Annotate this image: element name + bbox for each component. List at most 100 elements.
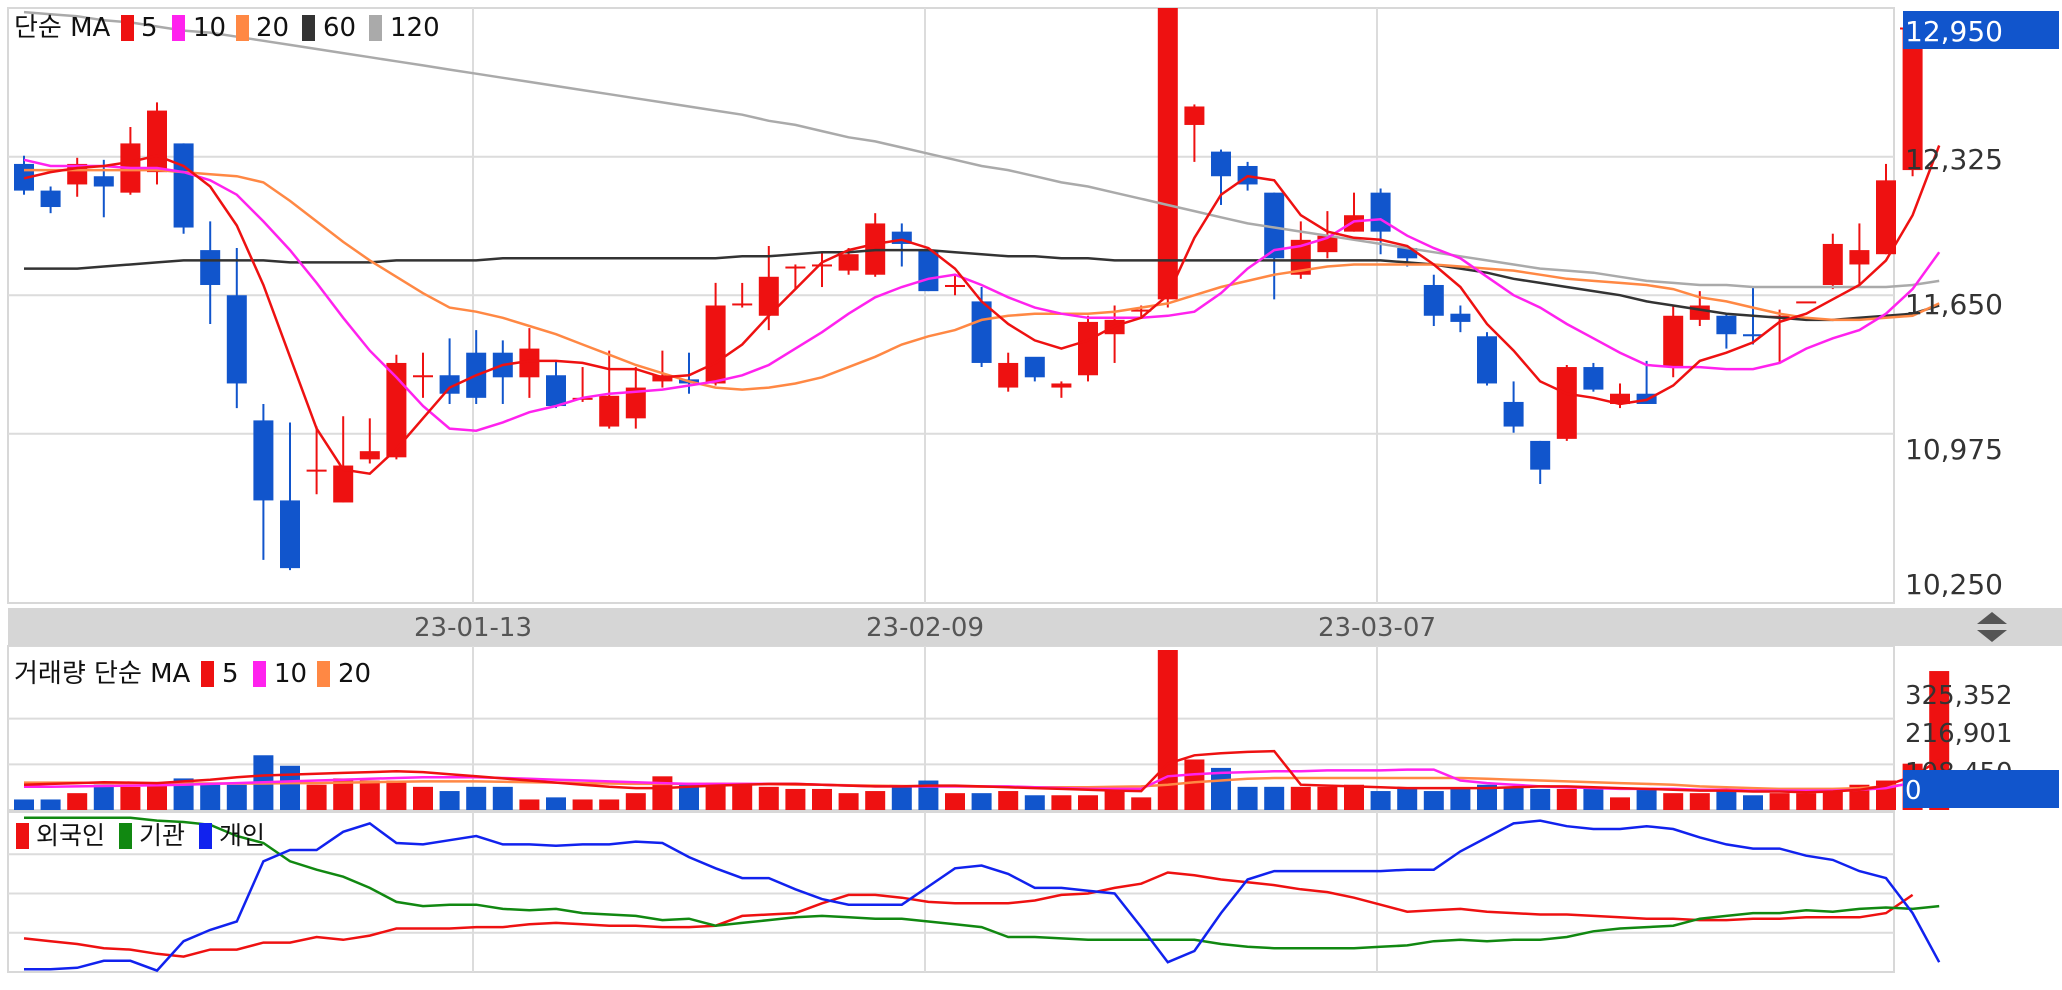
candle-body [838, 254, 859, 271]
resize-up-arrow-icon [1977, 612, 2007, 624]
panel-border [7, 811, 1895, 973]
candle-body [147, 110, 167, 173]
volume-bar [838, 793, 859, 810]
volume-bar [1636, 788, 1657, 810]
candle-body [306, 469, 327, 472]
volume-bar [1769, 793, 1790, 810]
volume-bar [1796, 793, 1817, 810]
volume-bar [67, 793, 88, 810]
investor-line [23, 871, 1914, 958]
candle-body [1849, 250, 1870, 265]
candle-body [519, 348, 540, 378]
volume-bar [280, 765, 300, 810]
volume-bar [1503, 786, 1524, 810]
volume-bar [413, 786, 433, 810]
candle-body [413, 375, 433, 378]
volume-bar [1317, 786, 1338, 810]
candles [14, 8, 1950, 571]
volume-bar [1610, 797, 1630, 810]
volume-bar [1078, 795, 1098, 810]
candle-body [280, 500, 300, 569]
volume-bar [1211, 767, 1231, 810]
ma-line-5 [23, 145, 1941, 476]
candle-body [1344, 215, 1364, 232]
candle-body [1796, 301, 1817, 304]
volume-legend-swatch-ma10 [253, 661, 266, 687]
price-ytick: 10,250 [1905, 568, 2003, 601]
price-legend-label: 단순 MA [14, 13, 111, 43]
candle-body [758, 276, 779, 316]
volume-bar [200, 784, 221, 810]
ma-line-10 [23, 158, 1941, 432]
volume-legend-swatch-ma20 [317, 661, 330, 687]
candle-body [971, 301, 992, 363]
legend-swatch-ma5 [121, 15, 134, 41]
candle-body [1051, 383, 1072, 388]
volume-ma-line-5 [23, 749, 1940, 794]
candle-body [1184, 106, 1205, 125]
price-y-axis: 12,950 12,325 11,650 10,975 10,250 [1903, 11, 2059, 601]
candle-body [625, 387, 646, 419]
volume-legend-label: 거래량 단순 MA [14, 659, 191, 689]
volume-current-label: 0 [1905, 776, 1922, 806]
volume-bar [1264, 786, 1285, 810]
volume-bar [173, 778, 194, 810]
candle-body [40, 190, 61, 208]
candle-body [599, 395, 620, 427]
volume-bar [1530, 788, 1551, 810]
candle-body [1264, 192, 1285, 259]
candle-body [1131, 309, 1152, 312]
volume-bar [1397, 788, 1418, 810]
legend-swatch-ma20 [236, 15, 249, 41]
candle-body [732, 303, 753, 306]
volume-bar [1822, 791, 1843, 810]
volume-bar [1370, 791, 1391, 810]
volume-bar [1450, 788, 1471, 810]
volume-bar [519, 799, 540, 810]
volume-bar [492, 786, 513, 810]
volume-bar [945, 793, 965, 810]
volume-bar [120, 786, 141, 810]
date-label: 23-01-13 [414, 613, 532, 643]
candle-body [200, 250, 221, 285]
volume-bar [1689, 793, 1710, 810]
candle-body [1503, 401, 1524, 427]
candle-body [1583, 367, 1604, 390]
date-label: 23-02-09 [866, 613, 984, 643]
chart-frame [7, 7, 1895, 973]
volume-bar [359, 780, 380, 810]
volume-bar [226, 784, 247, 810]
candle-body [1663, 315, 1684, 368]
volume-bar [1104, 791, 1125, 810]
candle-body [93, 176, 114, 187]
volume-bar [1743, 795, 1763, 810]
volume-bar [1477, 784, 1497, 810]
price-ma-legend: 단순 MA 5 10 20 60 120 [14, 13, 440, 43]
legend-ma5-label: 5 [141, 13, 158, 43]
volume-bar [1583, 788, 1604, 810]
volume-bar [1344, 784, 1364, 810]
panel-resize-handle[interactable] [1977, 612, 2007, 642]
candle-body [386, 362, 407, 458]
candle-body [1450, 313, 1471, 322]
volume-legend-ma10-label: 10 [274, 659, 307, 689]
investor-legend: 외국인 기관 개인 [16, 821, 265, 850]
volume-bar [865, 791, 886, 810]
ma-line-60 [24, 248, 1940, 322]
candle-body [1743, 334, 1763, 337]
volume-bar [1423, 791, 1444, 810]
candle-body [546, 375, 566, 407]
candle-body [253, 420, 274, 501]
legend-ma120-label: 120 [390, 13, 440, 43]
ma-line-20 [24, 168, 1940, 391]
volume-bar [599, 799, 620, 810]
volume-bar [1024, 795, 1045, 810]
candle-body [1902, 28, 1923, 171]
legend-ma60-label: 60 [323, 13, 356, 43]
candle-body [1397, 248, 1418, 259]
volume-bar [732, 784, 753, 810]
candle-body [812, 264, 832, 267]
volume-bar [918, 780, 939, 810]
legend-institution-label: 기관 [139, 821, 185, 850]
legend-ma10-label: 10 [193, 13, 226, 43]
